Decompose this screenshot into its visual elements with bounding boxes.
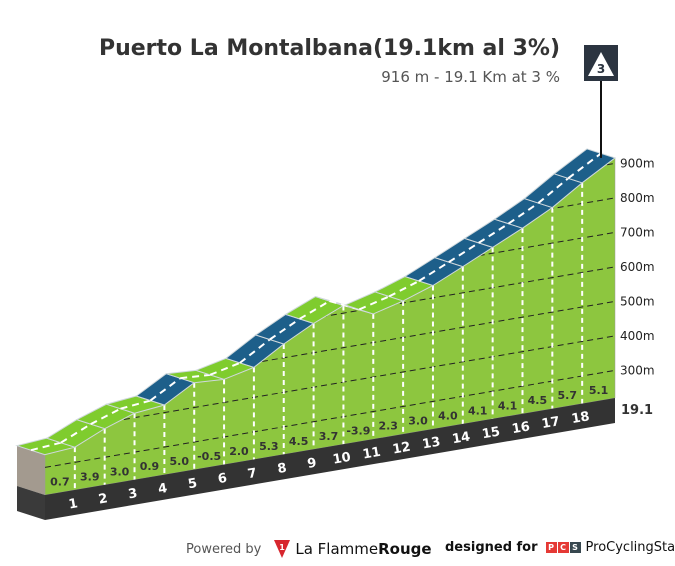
brand-rouge: Rouge <box>378 540 432 558</box>
gradient-label: 4.1 <box>498 399 518 412</box>
km-label: 11 <box>362 445 382 463</box>
road-centerline <box>448 242 480 263</box>
road-centerline <box>418 261 450 282</box>
elevation-gridline <box>45 231 615 330</box>
km-label: 12 <box>391 440 411 458</box>
road-centerline <box>507 202 539 225</box>
powered-by-credit: Powered by 1 La FlammeRouge <box>186 540 432 558</box>
elevation-tick-label: 900m <box>620 156 655 170</box>
pcs-name: ProCyclingStats <box>585 540 675 555</box>
gradient-label: 4.5 <box>528 394 548 407</box>
designed-for-credit: designed for P C S ProCyclingStats <box>445 540 675 555</box>
pcs-logo-icon: P C S <box>545 542 581 553</box>
km-label: 6 <box>217 471 228 487</box>
powered-by-label: Powered by <box>186 541 262 557</box>
mountain-triangle-icon <box>588 52 614 76</box>
km-label: 16 <box>511 419 531 437</box>
road-centerline <box>537 177 569 204</box>
gradient-label: 4.1 <box>468 404 488 417</box>
km-label: 14 <box>451 430 471 448</box>
road-centerline <box>30 441 62 452</box>
road-surface-segment <box>553 148 617 184</box>
gradient-label: 3.0 <box>408 415 428 428</box>
road-centerline <box>180 373 211 380</box>
road-centerline <box>120 399 151 410</box>
gradient-label: 3.9 <box>80 470 100 483</box>
gradient-label: 4.0 <box>438 409 458 422</box>
gradient-label: 5.0 <box>170 455 190 468</box>
km-label: 8 <box>276 461 287 477</box>
gradient-label: 0.9 <box>140 460 160 473</box>
pcs-letter: S <box>569 542 581 553</box>
left-side-base <box>17 486 45 520</box>
distance-base-band <box>45 398 615 520</box>
elevation-gridline <box>45 266 615 365</box>
gradient-label: 3.7 <box>319 430 339 443</box>
km-label: 2 <box>97 491 108 507</box>
road-centerline <box>90 407 121 426</box>
gradient-label: 0.7 <box>50 475 70 488</box>
gradient-label: 5.1 <box>589 384 609 397</box>
road-centerline <box>239 338 271 364</box>
elevation-tick-label: 400m <box>620 329 655 343</box>
pcs-letter: C <box>557 542 569 553</box>
km-label: 3 <box>127 486 138 502</box>
road-centerline <box>299 300 330 320</box>
road-centerline <box>478 222 510 244</box>
gradient-label: 2.0 <box>229 445 249 458</box>
road-centerline <box>209 361 241 376</box>
elevation-tick-label: 300m <box>620 363 655 377</box>
km-label: 7 <box>247 466 258 482</box>
road-centerline <box>60 423 92 444</box>
elevation-tick-label: 800m <box>620 191 655 205</box>
climb-subtitle: 916 m - 19.1 Km at 3 % <box>381 68 560 86</box>
km-label: 10 <box>332 450 352 468</box>
elevation-tick-label: 600m <box>620 260 655 274</box>
gradient-label: 4.5 <box>289 435 309 448</box>
gradient-label: -3.9 <box>346 425 370 438</box>
left-side-face <box>17 445 45 495</box>
km-label: 17 <box>541 414 561 432</box>
svg-text:1: 1 <box>280 543 286 552</box>
km-label: 4 <box>157 481 168 497</box>
gradient-label: 5.7 <box>558 389 578 402</box>
brand-la-flamme: La Flamme <box>295 540 379 558</box>
elevation-gridline <box>45 369 615 468</box>
km-label: 1 <box>68 496 79 512</box>
road-centerline <box>388 280 420 298</box>
elevation-tick-label: 700m <box>620 225 655 239</box>
km-label: 15 <box>481 424 501 442</box>
km-label: 18 <box>570 409 590 427</box>
gradient-label: 3.0 <box>110 465 130 478</box>
road-centerline <box>358 295 390 311</box>
end-distance-label: 19.1 <box>621 403 653 418</box>
road-centerline <box>149 377 181 402</box>
climb-title: Puerto La Montalbana(19.1km al 3%) <box>98 36 560 61</box>
km-label: 13 <box>421 435 441 453</box>
km-label: 5 <box>187 476 198 492</box>
gradient-label: 2.3 <box>378 420 398 433</box>
road-centerline <box>567 152 602 180</box>
flame-logo-icon: 1 <box>274 540 291 558</box>
designed-for-label: designed for <box>445 540 538 555</box>
gradient-label: 5.3 <box>259 440 279 453</box>
gradient-label: -0.5 <box>197 450 221 463</box>
km-label: 9 <box>306 456 317 472</box>
category-number: 3 <box>597 62 605 76</box>
pcs-letter: P <box>545 542 557 553</box>
elevation-tick-label: 500m <box>620 294 655 308</box>
elevation-gridline <box>45 335 615 434</box>
road-centerline <box>269 318 301 341</box>
elevation-gridline <box>45 300 615 399</box>
